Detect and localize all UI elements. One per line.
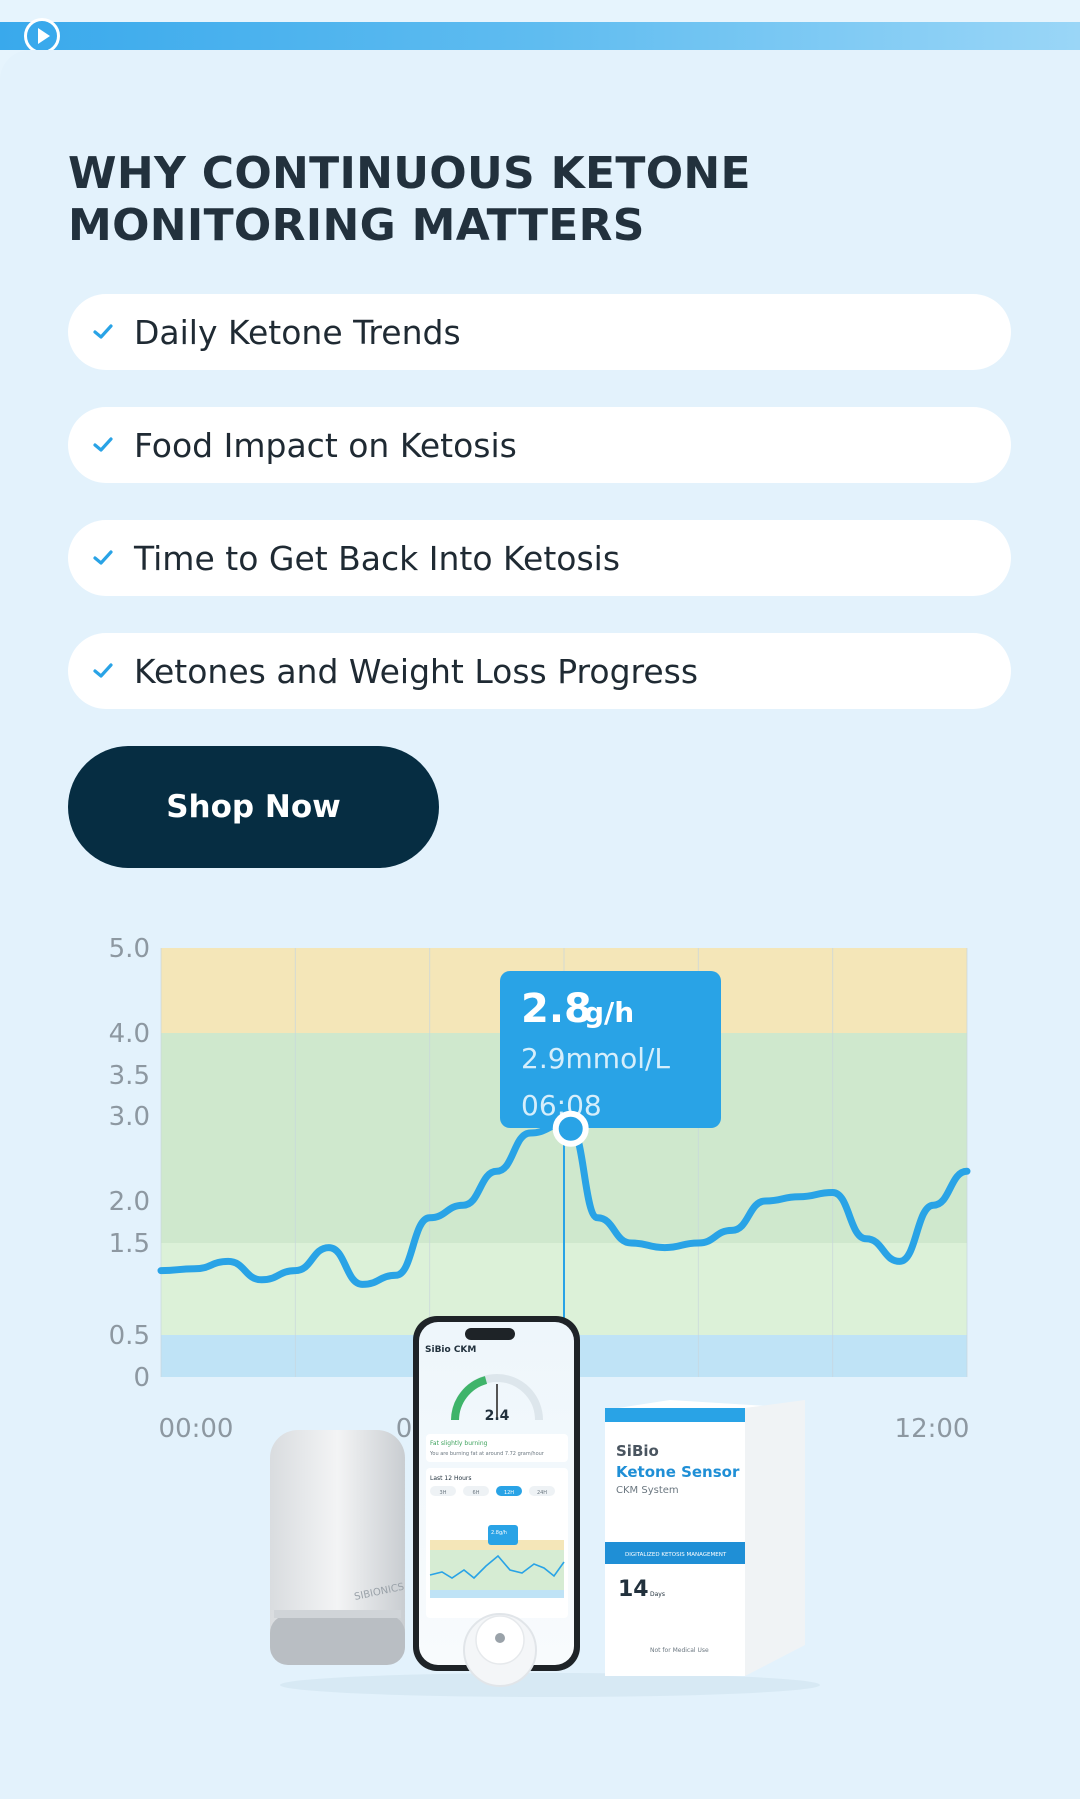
feature-item: Food Impact on Ketosis: [68, 407, 1011, 483]
y-tick-label: 2.0: [109, 1187, 150, 1217]
y-tick-label: 1.5: [109, 1229, 150, 1259]
feature-item: Daily Ketone Trends: [68, 294, 1011, 370]
phone-range-tab: 6H: [473, 1490, 480, 1496]
phone-range-tabs: 3H 6H 12H 24H: [430, 1486, 555, 1496]
section-title: WHY CONTINUOUS KETONE MONITORING MATTERS: [68, 148, 751, 251]
sensor-patch: [463, 1613, 537, 1687]
box-footer: Not for Medical Use: [650, 1647, 709, 1654]
x-axis: 00:00 0 12:00: [159, 1414, 970, 1444]
y-axis: 5.0 4.0 3.5 3.0 2.0 1.5 0.5 0: [109, 934, 150, 1393]
x-tick-label: 00:00: [159, 1414, 234, 1444]
highlight-point: [552, 1110, 589, 1147]
feature-label: Food Impact on Ketosis: [134, 425, 517, 465]
phone-range-tab: 12H: [504, 1490, 514, 1496]
shop-now-button[interactable]: Shop Now: [68, 746, 439, 868]
y-tick-label: 0: [133, 1363, 150, 1393]
feature-label: Time to Get Back Into Ketosis: [134, 538, 621, 578]
ketone-chart: 5.0 4.0 3.5 3.0 2.0 1.5 0.5 0 00:00 0 12:00 2.8g/…: [109, 934, 971, 1444]
y-tick-label: 0.5: [109, 1321, 150, 1351]
product-photo: SIBIONICS SiBio CKM 2.4 Fat slightly bur…: [270, 1316, 820, 1697]
x-tick-label: 12:00: [895, 1414, 970, 1444]
phone-range-tab: 3H: [440, 1490, 447, 1496]
phone-device: SiBio CKM 2.4 Fat slightly burning You a…: [413, 1316, 580, 1671]
sensor-box: SiBio Ketone Sensor CKM System DIGITALIZ…: [605, 1400, 805, 1676]
tooltip-value: 2.8: [521, 986, 592, 1032]
box-product-name: Ketone Sensor: [616, 1463, 740, 1481]
phone-status: Fat slightly burning: [430, 1440, 488, 1447]
tooltip-mmol: 2.9mmol/L: [521, 1042, 670, 1075]
check-icon: [93, 550, 113, 565]
feature-item: Ketones and Weight Loss Progress: [68, 633, 1011, 709]
box-brand: SiBio: [616, 1442, 659, 1460]
y-tick-label: 5.0: [109, 934, 150, 964]
reader-device: SIBIONICS: [270, 1430, 405, 1665]
box-band-text: DIGITALIZED KETOSIS MANAGEMENT: [625, 1552, 727, 1558]
y-tick-label: 4.0: [109, 1019, 150, 1049]
phone-range-tab: 24H: [537, 1490, 547, 1496]
box-days: 14: [618, 1577, 649, 1602]
check-icon: [93, 663, 113, 678]
check-icon: [93, 324, 113, 339]
feature-label: Daily Ketone Trends: [134, 312, 461, 352]
play-icon: [37, 28, 50, 44]
tooltip-box: [500, 971, 721, 1128]
feature-item: Time to Get Back Into Ketosis: [68, 520, 1011, 596]
box-system: CKM System: [616, 1485, 679, 1496]
box-days-unit: Days: [650, 1591, 665, 1598]
y-tick-label: 3.5: [109, 1061, 150, 1091]
progress-bar[interactable]: [0, 22, 1080, 50]
check-icon: [93, 437, 113, 452]
tooltip-unit: g/h: [584, 996, 634, 1029]
feature-label: Ketones and Weight Loss Progress: [134, 651, 699, 691]
phone-reading: 2.4: [485, 1408, 510, 1424]
app-name: SiBio CKM: [425, 1345, 476, 1355]
x-tick-label: 0: [396, 1414, 413, 1444]
progress-play-button[interactable]: [24, 18, 60, 54]
phone-range-label: Last 12 Hours: [430, 1475, 472, 1482]
phone-status-detail: You are burning fat at around 7.72 gram/…: [429, 1451, 545, 1457]
y-tick-label: 3.0: [109, 1102, 150, 1132]
phone-tooltip: 2.8g/h: [491, 1530, 507, 1536]
